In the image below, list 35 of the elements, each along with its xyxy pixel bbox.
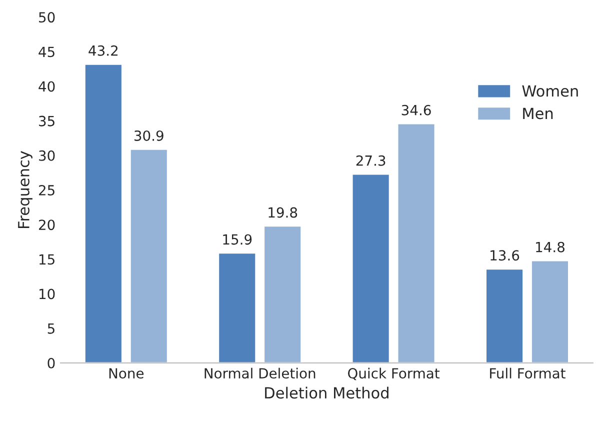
data-label: 14.8 <box>536 242 564 252</box>
bar <box>396 122 436 363</box>
legend-label: Men <box>523 108 553 120</box>
bar <box>84 63 123 363</box>
data-label: 13.6 <box>490 250 520 261</box>
y-tick-label: 35 <box>39 116 54 126</box>
data-label: 27.3 <box>356 155 386 166</box>
bar <box>351 173 390 363</box>
bar <box>530 260 570 363</box>
bar <box>485 268 524 363</box>
y-tick-label: 45 <box>38 46 54 58</box>
y-tick-label: 40 <box>38 81 55 92</box>
bar <box>129 148 168 363</box>
x-tick-label: Quick Format <box>348 368 440 380</box>
data-label: 19.8 <box>268 207 298 218</box>
y-tick-label: 30 <box>39 150 55 161</box>
data-label: 15.9 <box>223 234 252 245</box>
data-label: 34.6 <box>402 104 431 116</box>
y-tick-label: 10 <box>39 288 55 300</box>
x-axis-title: Deletion Method <box>265 386 388 399</box>
data-label: 43.2 <box>88 45 118 56</box>
bar <box>218 252 257 363</box>
y-tick-label: 50 <box>39 12 55 23</box>
y-tick-label: 15 <box>39 254 54 265</box>
y-tick-label: 25 <box>38 184 54 196</box>
y-tick-label: 5 <box>48 324 54 334</box>
y-axis-title: Frequency <box>18 151 32 228</box>
data-label: 30.9 <box>134 130 164 141</box>
y-tick-label: 0 <box>48 358 55 368</box>
x-tick-label: None <box>109 368 144 379</box>
x-tick-label: Full Format <box>490 368 566 379</box>
x-tick-label: Normal Deletion <box>204 368 316 379</box>
y-tick-label: 20 <box>38 220 55 230</box>
bar <box>263 225 302 363</box>
legend-label: Women <box>522 85 578 97</box>
